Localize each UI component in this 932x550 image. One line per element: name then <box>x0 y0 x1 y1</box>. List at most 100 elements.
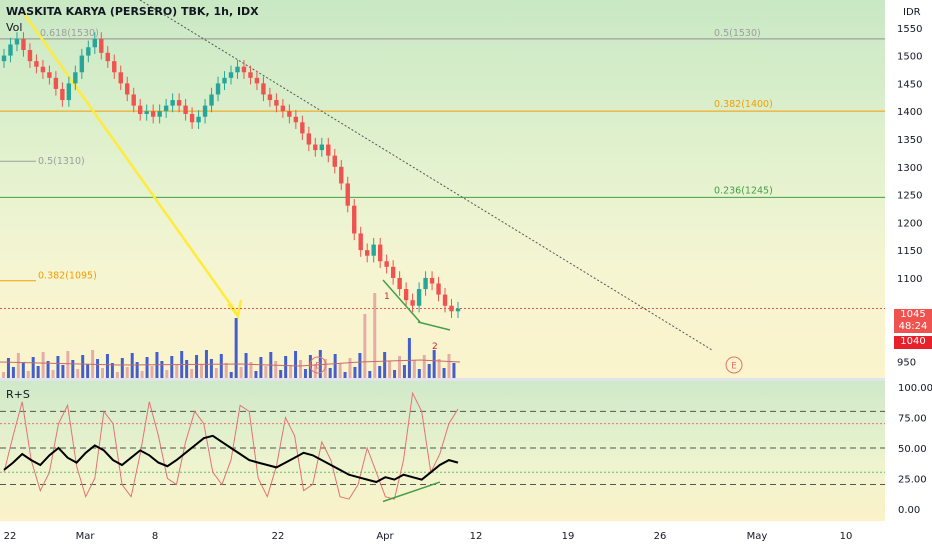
time-axis[interactable] <box>0 521 885 550</box>
pattern-line <box>382 279 421 323</box>
candle-body <box>274 100 279 106</box>
volume-bar <box>338 363 342 378</box>
yellow-arrow-head <box>227 299 243 319</box>
candle-body <box>352 205 357 234</box>
volume-bar <box>299 360 302 378</box>
candle-body <box>261 83 266 95</box>
currency-label: IDR <box>903 7 921 18</box>
volume-bar <box>388 361 392 378</box>
indicator-tick-label: 0.00 <box>898 505 920 516</box>
pattern-label-1: 1 <box>384 292 390 302</box>
candle-body <box>163 105 169 112</box>
indicator-tick-label: 100.00 <box>898 383 932 394</box>
volume-bar <box>279 370 283 378</box>
candle-body <box>423 277 428 290</box>
volume-bar <box>343 372 347 378</box>
price-tick-label: 1300 <box>897 163 922 174</box>
price-tick-label: 1100 <box>897 274 922 285</box>
volume-ma-line <box>0 359 461 367</box>
volume-bar <box>353 367 357 378</box>
candle-body <box>228 72 234 78</box>
candle-body <box>332 155 337 167</box>
indicator-tick-label: 50.00 <box>898 444 927 455</box>
time-tick-label: 8 <box>152 531 158 542</box>
volume-bar <box>11 367 15 378</box>
time-tick-label: 19 <box>562 531 575 542</box>
fib-level-label: 0.382(1400) <box>714 99 773 110</box>
volume-bar <box>378 366 382 378</box>
volume-label: Vol <box>6 21 23 34</box>
indicator-pane-background <box>0 381 885 521</box>
candle-body <box>377 244 383 262</box>
volume-bar <box>402 365 406 378</box>
volume-bar <box>219 354 223 378</box>
price-tick-label: 1400 <box>897 107 922 118</box>
volume-bar <box>373 293 377 378</box>
candle-body <box>53 77 59 89</box>
volume-bar <box>427 364 431 378</box>
time-tick-label: Apr <box>376 531 394 542</box>
volume-bar <box>195 355 199 378</box>
time-tick-label: 22 <box>4 531 17 542</box>
candle-body <box>300 122 305 134</box>
volume-bar <box>224 363 228 378</box>
candle-body <box>1 55 7 62</box>
candle-body <box>365 250 370 256</box>
volume-bar <box>81 355 85 378</box>
pattern-line <box>417 321 451 331</box>
bar-countdown: 48:24 <box>898 321 928 332</box>
volume-bar <box>170 356 174 378</box>
volume-bar <box>447 354 451 378</box>
volume-bar <box>214 368 218 378</box>
indicator-tick-label: 75.00 <box>898 414 927 425</box>
volume-bar <box>328 368 332 378</box>
time-tick-label: 10 <box>840 531 853 542</box>
volume-bar <box>333 354 337 378</box>
volume-bar <box>41 352 45 378</box>
volume-bar <box>244 353 248 378</box>
volume-bar <box>2 372 5 378</box>
candle-body <box>267 94 273 101</box>
volume-bar <box>318 350 322 378</box>
candle-body <box>196 116 201 123</box>
candle-body <box>138 105 143 114</box>
indicator-tick-label: 25.00 <box>898 474 927 485</box>
candle-body <box>241 66 247 73</box>
candle-body <box>157 111 162 117</box>
candle-body <box>170 100 175 106</box>
volume-bar <box>101 368 104 378</box>
candle-body <box>99 38 104 53</box>
volume-bar <box>86 364 90 378</box>
candle-body <box>27 50 33 62</box>
candle-body <box>429 277 435 284</box>
volume-bar <box>383 352 387 378</box>
volume-bar <box>160 361 164 378</box>
volume-bar <box>6 358 10 378</box>
volume-bar <box>26 371 30 378</box>
fib-level-label: 0.5(1530) <box>714 28 761 39</box>
time-tick-label: 22 <box>272 531 285 542</box>
candle-body <box>66 83 72 101</box>
earnings-marker-label: E <box>731 362 737 372</box>
volume-bar <box>125 367 129 378</box>
volume-bar <box>289 365 293 378</box>
candle-body <box>449 305 454 312</box>
volume-bar <box>239 367 243 378</box>
price-tick-label: 950 <box>897 357 916 368</box>
candle-body <box>287 111 292 117</box>
candle-body <box>358 233 363 251</box>
candle-body <box>118 72 123 84</box>
volume-bar <box>284 356 288 378</box>
volume-bar <box>254 371 258 378</box>
price-tick-label: 1550 <box>897 24 922 35</box>
candle-body <box>384 261 389 267</box>
candle-body <box>442 294 448 306</box>
volume-bar <box>61 365 65 378</box>
price-axis[interactable] <box>885 0 932 550</box>
candle-body <box>319 144 324 151</box>
candle-body <box>326 144 331 156</box>
candle-body <box>189 113 195 123</box>
candle-body <box>209 94 214 106</box>
candle-body <box>254 77 260 84</box>
